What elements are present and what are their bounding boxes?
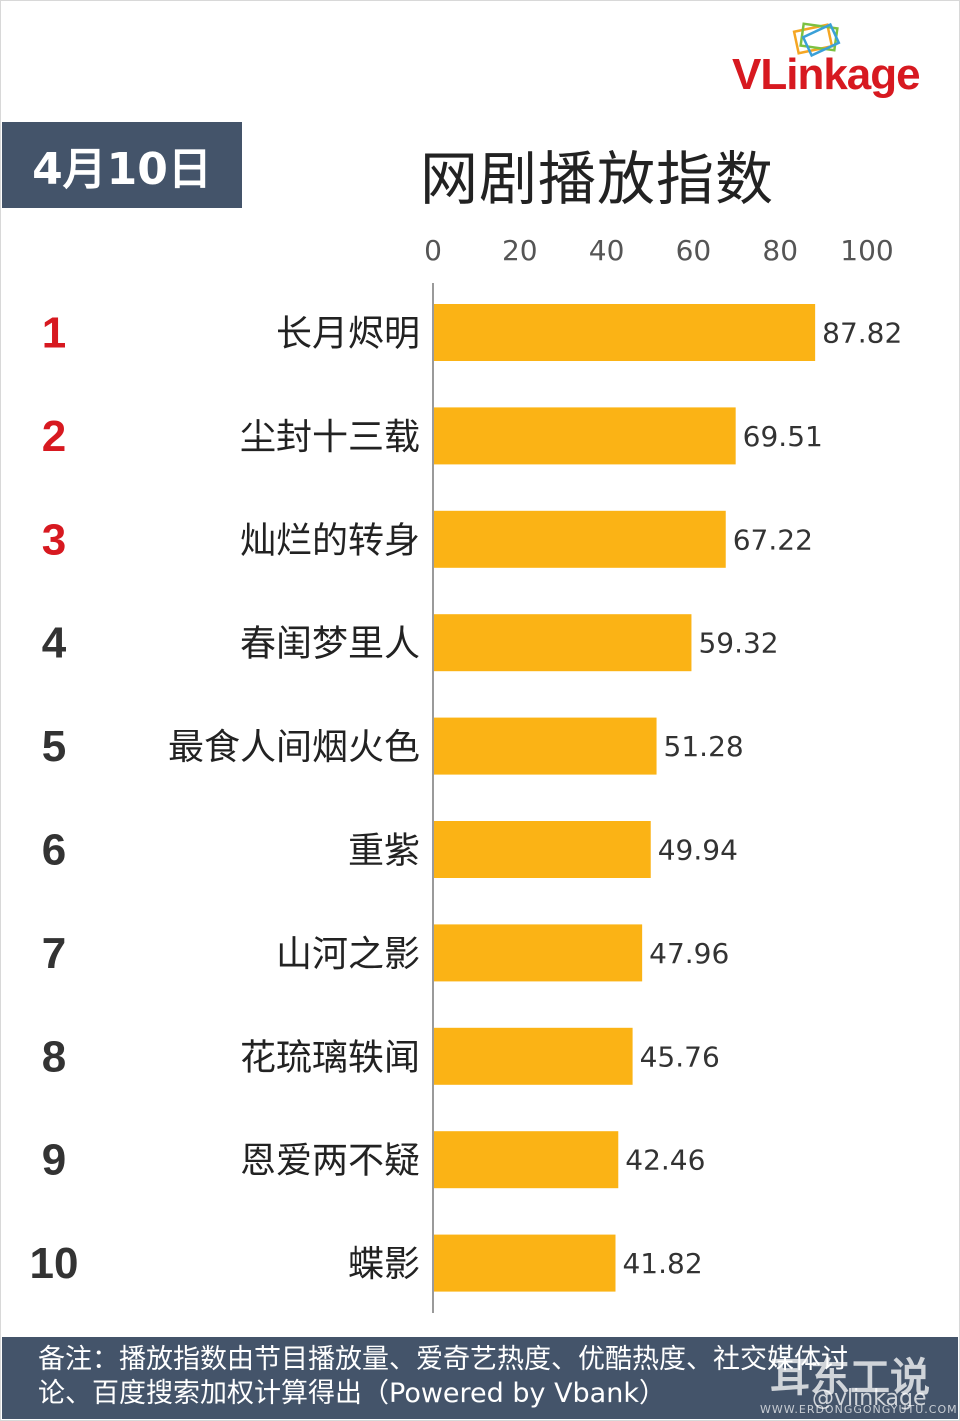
bar-chart: 0 20 40 60 80 100 87.82 长月烬明 1 69.51 尘封十三载 2 67.22 灿烂… bbox=[30, 234, 902, 1313]
date-badge: 4月10日 bbox=[2, 122, 242, 208]
category-label: 山河之影 bbox=[276, 934, 420, 975]
rank-number: 4 bbox=[42, 619, 67, 668]
rank-number: 10 bbox=[30, 1239, 79, 1288]
bar bbox=[434, 1131, 619, 1189]
footer-note: 备注：播放指数由节目播放量、爱奇艺热度、优酷热度、社交媒体讨 论、百度搜索加权计… bbox=[2, 1337, 958, 1419]
rank-number: 6 bbox=[42, 826, 66, 875]
x-tick-label: 0 bbox=[424, 234, 442, 267]
bar bbox=[434, 1027, 633, 1085]
watermark-handle: @vlinkage bbox=[812, 1386, 927, 1411]
rank-number: 3 bbox=[42, 515, 66, 564]
data-label: 51.28 bbox=[664, 730, 744, 763]
data-label: 42.46 bbox=[625, 1144, 705, 1177]
x-tick-label: 60 bbox=[676, 234, 712, 267]
bar bbox=[434, 510, 726, 568]
data-label: 67.22 bbox=[733, 523, 813, 556]
category-label: 春闺梦里人 bbox=[240, 624, 420, 665]
category-label: 花琉璃轶闻 bbox=[240, 1037, 420, 1078]
x-tick-label: 80 bbox=[762, 234, 798, 267]
logo-cards-icon bbox=[792, 22, 841, 58]
bar bbox=[434, 821, 651, 878]
rank-number: 1 bbox=[42, 309, 66, 358]
data-label: 69.51 bbox=[743, 420, 823, 453]
category-label: 灿烂的转身 bbox=[240, 520, 420, 561]
data-label: 87.82 bbox=[822, 317, 902, 350]
rank-number: 7 bbox=[42, 929, 66, 978]
rank-number: 9 bbox=[42, 1136, 66, 1185]
category-label: 恩爱两不疑 bbox=[240, 1141, 420, 1182]
data-label: 49.94 bbox=[658, 834, 738, 867]
rank-number: 5 bbox=[42, 722, 66, 771]
watermark-site: WWW.ERDONGGONGYUTU.COM bbox=[760, 1403, 958, 1416]
category-label: 蝶影 bbox=[348, 1244, 420, 1285]
x-tick-label: 100 bbox=[840, 234, 893, 267]
category-label: 重紫 bbox=[348, 831, 420, 872]
bar bbox=[434, 1234, 616, 1292]
vlinkage-logo: VLinkage bbox=[732, 20, 952, 105]
logo-text: VLinkage bbox=[732, 50, 921, 99]
chart-title: 网剧播放指数 bbox=[420, 145, 775, 213]
x-tick-label: 20 bbox=[502, 234, 538, 267]
watermark-main: 耳东工说 bbox=[770, 1355, 930, 1401]
bar bbox=[434, 304, 816, 361]
footer-line-2: 论、百度搜索加权计算得出（Powered by Vbank） bbox=[38, 1378, 666, 1409]
data-label: 59.32 bbox=[698, 627, 778, 660]
x-tick-label: 40 bbox=[589, 234, 625, 267]
bar bbox=[434, 407, 736, 465]
data-label: 47.96 bbox=[649, 937, 729, 970]
category-label: 最食人间烟火色 bbox=[168, 727, 420, 768]
footer-line-1: 备注：播放指数由节目播放量、爱奇艺热度、优酷热度、社交媒体讨 bbox=[38, 1344, 848, 1375]
category-label: 尘封十三载 bbox=[240, 417, 420, 458]
bar bbox=[434, 717, 657, 775]
data-label: 41.82 bbox=[622, 1247, 702, 1280]
rank-number: 8 bbox=[42, 1032, 66, 1081]
category-label: 长月烬明 bbox=[276, 314, 420, 355]
bar bbox=[434, 614, 692, 672]
data-label: 45.76 bbox=[640, 1040, 720, 1073]
rank-number: 2 bbox=[42, 412, 66, 461]
bar bbox=[434, 924, 643, 982]
